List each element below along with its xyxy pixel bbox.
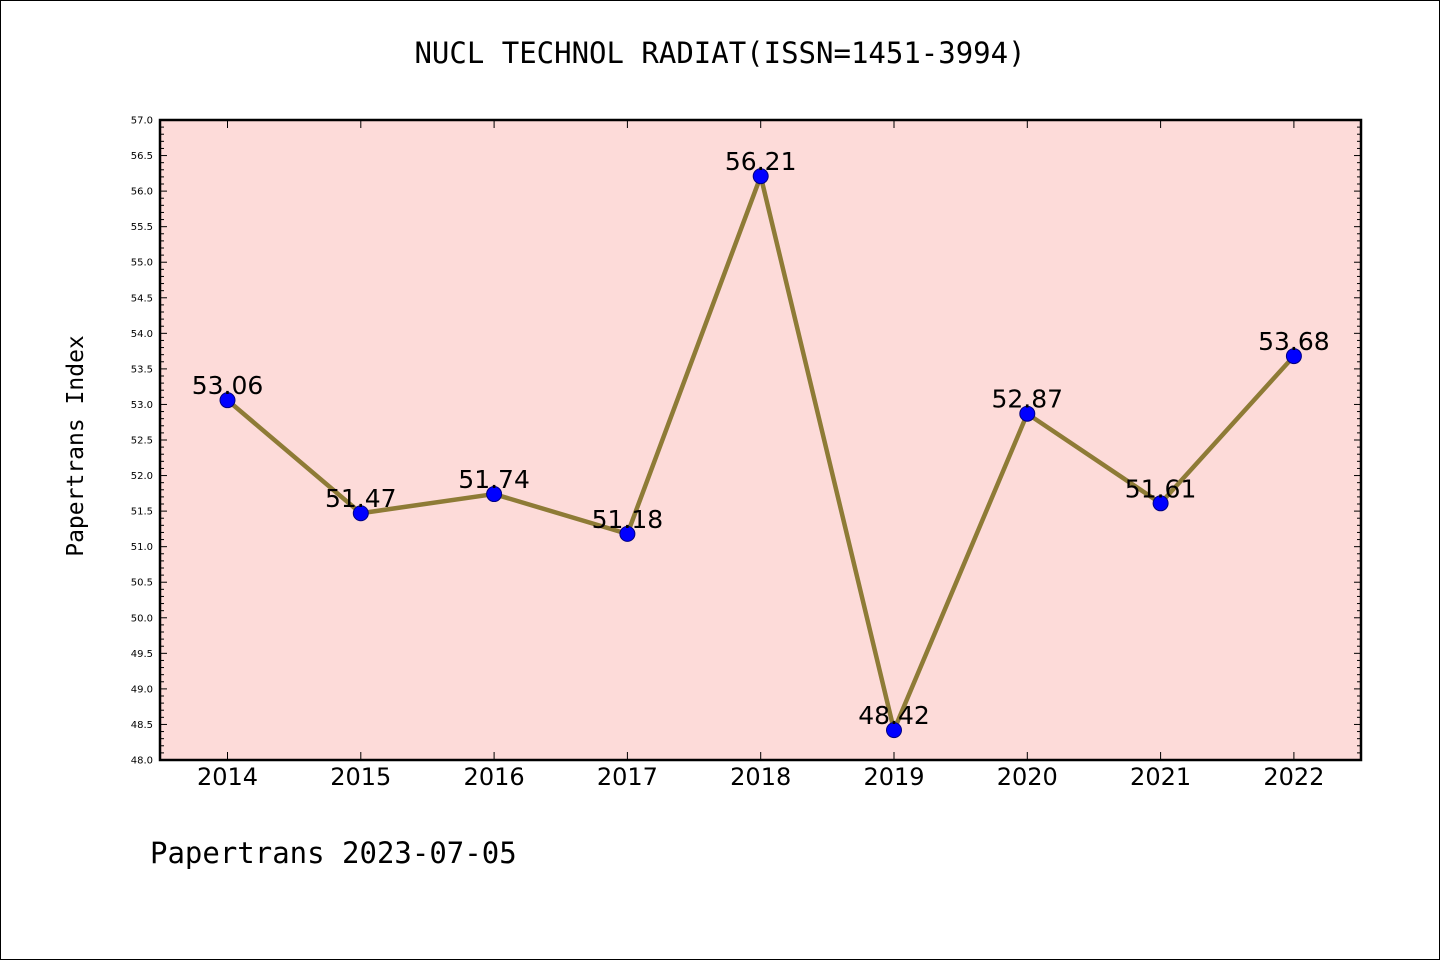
x-tick-label: 2021 [1130, 763, 1191, 791]
y-tick-label: 50.0 [131, 613, 153, 624]
data-label: 51.61 [1125, 474, 1197, 503]
x-tick-label: 2019 [863, 763, 924, 791]
x-tick-label: 2015 [330, 763, 391, 791]
plot-border [158, 118, 1363, 762]
chart-title: NUCL TECHNOL RADIAT(ISSN=1451-3994) [414, 36, 1026, 70]
x-tick-label: 2016 [464, 763, 525, 791]
footer-credit: Papertrans 2023-07-05 [150, 836, 517, 870]
data-label: 56.21 [725, 147, 797, 176]
y-tick-label: 54.5 [131, 293, 153, 304]
data-point [1285, 348, 1302, 365]
data-label: 48.42 [858, 701, 930, 730]
data-point [886, 722, 902, 739]
y-tick-label: 48.0 [131, 756, 153, 767]
y-tick-label: 56.0 [131, 187, 153, 198]
data-label: 51.18 [592, 505, 664, 534]
data-point [619, 525, 636, 542]
x-tick-label: 2017 [597, 763, 658, 791]
x-tick-label: 2014 [197, 763, 258, 791]
y-tick-label: 52.5 [131, 436, 153, 447]
data-label: 53.06 [192, 371, 264, 400]
data-point [352, 505, 369, 522]
y-tick-label: 51.5 [131, 507, 153, 518]
y-tick-label: 52.0 [131, 471, 153, 482]
data-point [486, 486, 503, 503]
y-tick-label: 50.5 [131, 578, 153, 589]
y-tick-label: 48.5 [131, 720, 153, 731]
y-tick-label: 55.0 [131, 258, 153, 269]
x-tick-label: 2020 [997, 763, 1058, 791]
data-label: 52.87 [992, 385, 1064, 414]
data-point [1019, 405, 1036, 422]
y-tick-label: 57.0 [131, 116, 153, 127]
y-tick-label: 49.5 [131, 649, 153, 660]
plot-area [160, 120, 1361, 760]
y-tick-label: 49.0 [131, 684, 153, 695]
y-tick-label: 51.0 [131, 542, 153, 553]
x-tick-label: 2022 [1263, 763, 1324, 791]
y-tick-label: 55.5 [131, 222, 153, 233]
y-tick-label: 56.5 [131, 151, 153, 162]
data-point [219, 392, 236, 409]
data-label: 51.47 [325, 484, 397, 513]
y-tick-label: 53.5 [131, 364, 153, 375]
data-label: 51.74 [458, 465, 530, 494]
y-tick-label: 54.0 [131, 329, 153, 340]
data-label: 53.68 [1258, 327, 1330, 356]
data-point [752, 168, 769, 185]
data-point [1152, 495, 1169, 512]
x-tick-label: 2018 [730, 763, 791, 791]
y-tick-label: 53.0 [131, 400, 153, 411]
